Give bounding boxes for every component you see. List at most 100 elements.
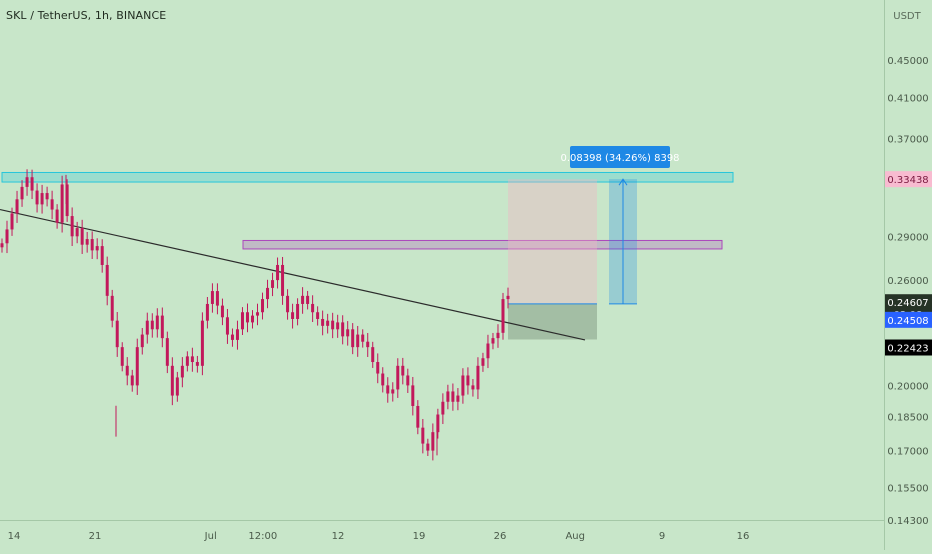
candle-body <box>421 427 425 444</box>
candle-body <box>235 329 239 340</box>
candle-body <box>225 317 229 335</box>
measure-label: 0.08398 (34.26%) 8398 <box>560 153 679 164</box>
target-price-tag: 0.33438 <box>887 175 928 186</box>
candle-body <box>130 375 134 386</box>
candle-body <box>271 280 275 288</box>
candle-body <box>175 377 179 396</box>
candle-body <box>85 239 89 245</box>
candle-body <box>25 177 29 187</box>
x-tick-label: Jul <box>204 531 217 542</box>
candle-body <box>431 432 435 451</box>
stop-zone[interactable] <box>508 303 597 340</box>
candle-body <box>50 199 54 210</box>
candle-body <box>110 295 114 321</box>
candle-body <box>45 193 49 200</box>
candle-body <box>341 322 345 337</box>
candle-body <box>391 389 395 394</box>
candle-body <box>471 385 475 390</box>
entry-price-tag: 0.24508 <box>887 316 928 327</box>
trendline[interactable] <box>0 208 586 341</box>
candle-body <box>346 329 350 337</box>
candle-body <box>205 303 209 321</box>
stop-price-tag: 0.22423 <box>887 344 928 355</box>
candle-body <box>55 209 59 223</box>
candle-body <box>10 213 14 230</box>
x-tick-label: 19 <box>413 531 426 542</box>
candle-body <box>215 291 219 306</box>
resistance-zone[interactable] <box>1 171 734 183</box>
candle-body <box>321 318 325 326</box>
candle-body <box>75 228 79 237</box>
candle-body <box>461 375 465 396</box>
candle-body <box>496 332 500 339</box>
last-price-tag: 0.24607 <box>887 298 928 309</box>
candle-body <box>486 343 490 359</box>
candle-body <box>451 391 455 402</box>
symbol-title: SKL / TetherUS, 1h, BINANCE <box>6 9 167 22</box>
candle-body <box>210 291 214 304</box>
target-price-tag-bg <box>885 171 932 188</box>
candle-body <box>135 347 139 386</box>
y-tick-label: 0.45000 <box>887 56 928 67</box>
entry-price-tag-bg <box>885 311 932 328</box>
y-tick-label: 0.41000 <box>887 93 928 104</box>
x-tick-label: 16 <box>737 531 750 542</box>
y-tick-label: 0.37000 <box>887 135 928 146</box>
candle-body <box>70 216 74 237</box>
candle-body <box>185 356 189 366</box>
y-tick-label: 0.26000 <box>887 276 928 287</box>
candle-body <box>5 229 9 244</box>
candle-body <box>411 385 415 406</box>
candle-body <box>60 184 64 223</box>
candle-body <box>155 315 159 330</box>
candle-body <box>276 264 280 281</box>
price-axis[interactable] <box>884 0 932 550</box>
x-tick-label: 12 <box>332 531 345 542</box>
candle-body <box>170 365 174 396</box>
candle-body <box>456 395 460 402</box>
candle-body <box>220 305 224 318</box>
currency-label: USDT <box>893 11 921 22</box>
candle-body <box>245 312 249 323</box>
candle-body <box>261 299 265 313</box>
candle-body <box>306 295 310 304</box>
x-tick-label: 9 <box>659 531 665 542</box>
candle-body <box>336 322 340 330</box>
candle-body <box>281 264 285 296</box>
candle-body <box>376 362 380 374</box>
y-tick-label: 0.14300 <box>887 516 928 527</box>
candle-body <box>381 373 385 386</box>
y-tick-label: 0.17000 <box>887 447 928 458</box>
candle-body <box>296 303 300 319</box>
candle-body <box>145 320 149 335</box>
measure-label-box <box>570 146 670 168</box>
candle-body <box>286 295 290 313</box>
candle-body <box>140 334 144 348</box>
candle-body <box>256 312 260 316</box>
candle-body <box>80 228 84 245</box>
target-zone[interactable] <box>508 179 597 304</box>
candle-body <box>436 414 440 433</box>
candle-body <box>250 315 254 323</box>
mid-zone[interactable] <box>242 239 723 250</box>
candle-body <box>401 365 405 376</box>
y-tick-label: 0.15500 <box>887 484 928 495</box>
candle-body <box>190 356 194 363</box>
candle-body <box>35 190 39 205</box>
candle-body <box>481 358 485 366</box>
candle-body <box>105 264 109 296</box>
candle-body <box>240 312 244 330</box>
candle-body <box>150 320 154 330</box>
candle-body <box>15 199 19 214</box>
candle-body <box>501 299 505 333</box>
candle-body <box>20 186 24 200</box>
candle-body <box>466 375 470 386</box>
chart-pane[interactable] <box>0 0 884 520</box>
candle-body <box>326 320 330 326</box>
candle-body <box>195 362 199 366</box>
candle-body <box>266 287 270 300</box>
candle-body <box>291 312 295 319</box>
candle-body <box>416 405 420 428</box>
